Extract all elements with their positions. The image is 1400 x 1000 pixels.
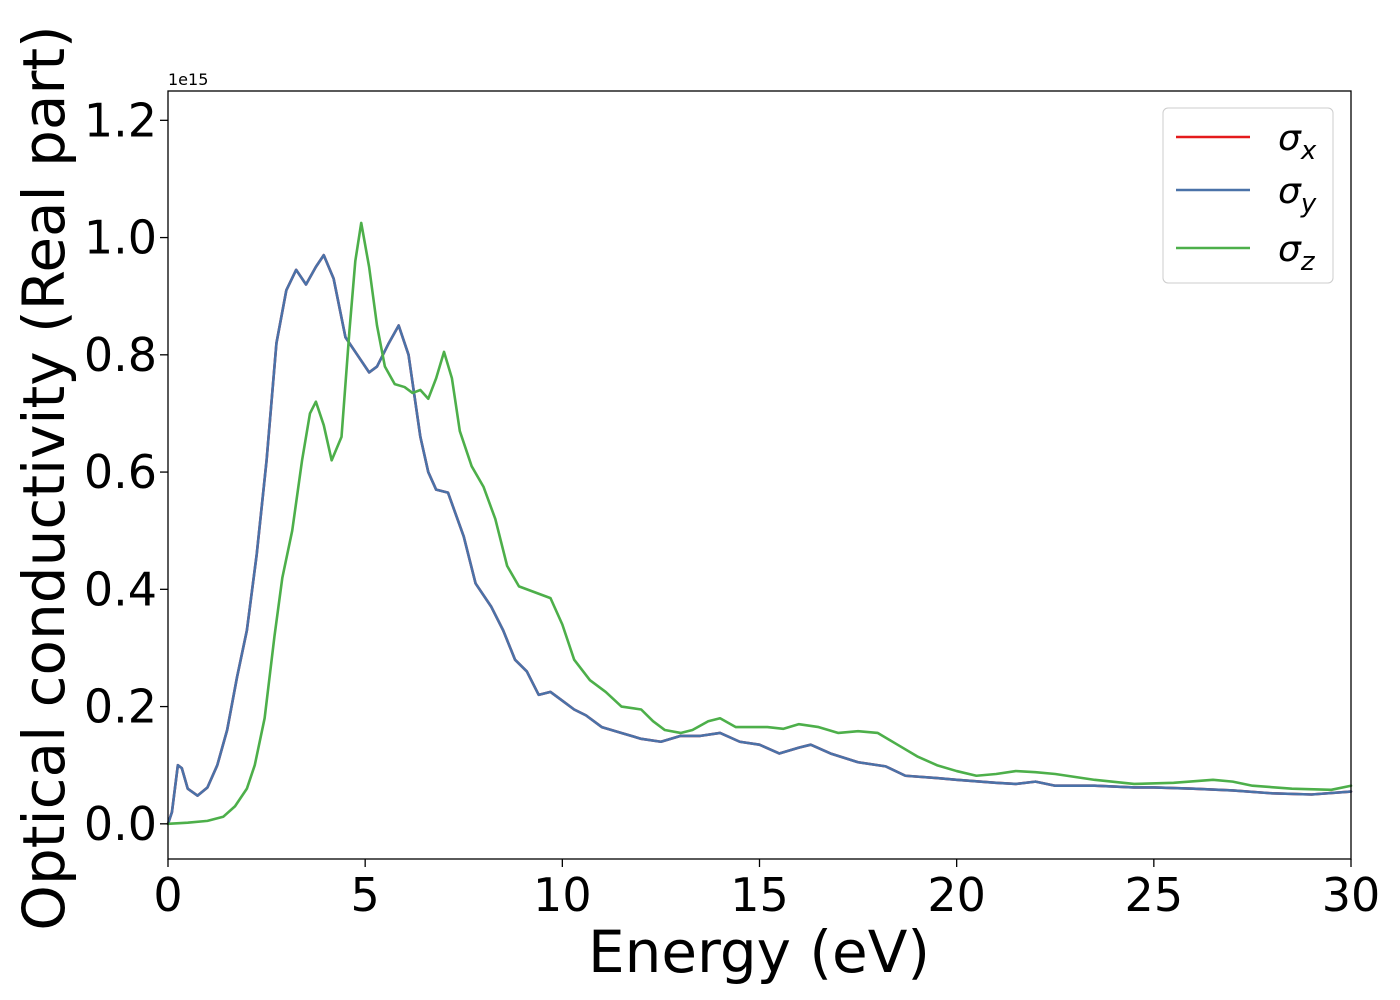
x-tick-label: 20 bbox=[927, 868, 986, 922]
x-tick-label: 15 bbox=[730, 868, 789, 922]
y-tick-label: 0.4 bbox=[84, 562, 157, 616]
x-tick-label: 10 bbox=[533, 868, 592, 922]
y-tick-label: 0.8 bbox=[84, 328, 157, 382]
series-line-sigma-z bbox=[166, 221, 1353, 826]
y-offset-label: 1e15 bbox=[168, 70, 208, 89]
y-tick-label: 1.2 bbox=[84, 93, 157, 147]
y-axis: 0.0 0.2 0.4 0.6 0.8 1.0 1.2 bbox=[84, 93, 168, 851]
legend-subscript: z bbox=[1300, 247, 1316, 277]
x-tick-label: 5 bbox=[351, 868, 380, 922]
y-axis-label: Optical conductivity (Real part) bbox=[10, 25, 78, 930]
legend-subscript: y bbox=[1300, 189, 1317, 219]
y-tick-label: 0.6 bbox=[84, 445, 157, 499]
x-tick-label: 25 bbox=[1125, 868, 1184, 922]
y-tick-label: 0.0 bbox=[84, 797, 157, 851]
y-tick-label: 1.0 bbox=[84, 211, 157, 265]
y-tick-label: 0.2 bbox=[84, 680, 157, 734]
x-tick-label: 0 bbox=[153, 868, 182, 922]
legend-subscript: x bbox=[1300, 136, 1317, 166]
series-line-sigma-y bbox=[166, 253, 1353, 826]
series-layer bbox=[166, 221, 1353, 826]
x-tick-label: 30 bbox=[1322, 868, 1381, 922]
x-axis-label: Energy (eV) bbox=[588, 918, 930, 986]
legend-box bbox=[1162, 107, 1334, 284]
x-axis: 0 5 10 15 20 25 30 bbox=[153, 859, 1380, 922]
